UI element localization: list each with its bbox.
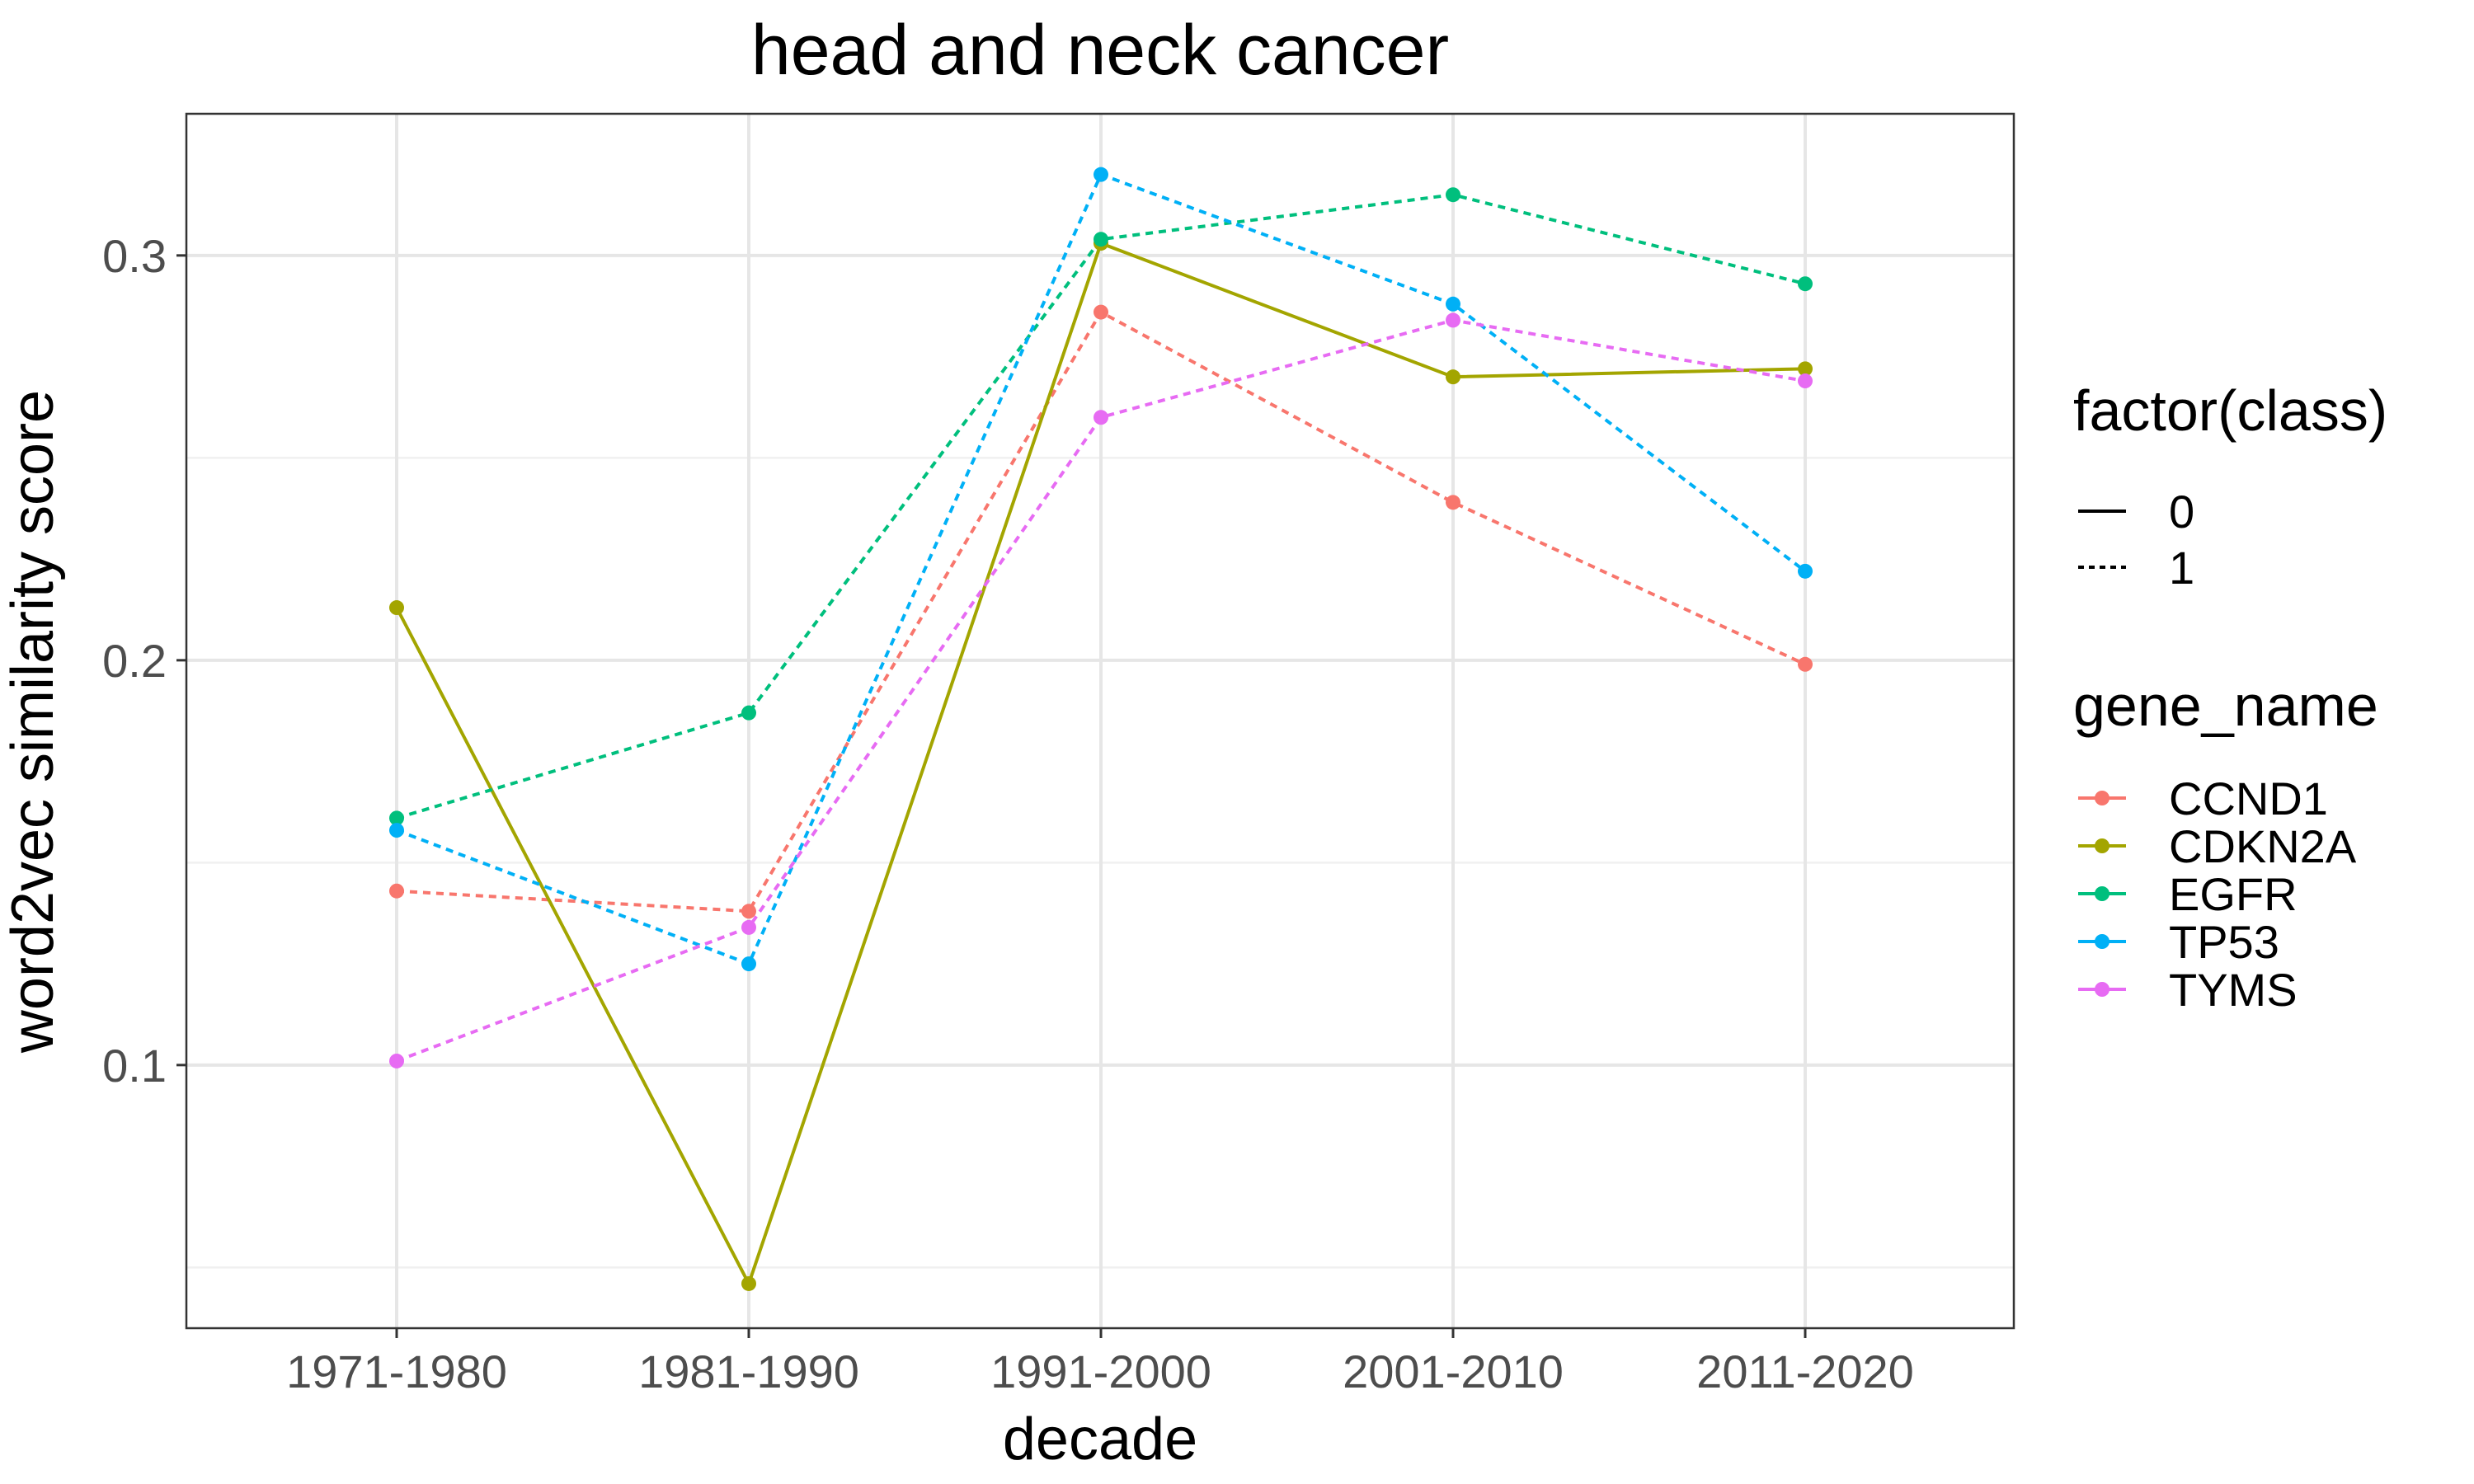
x-tick-label: 1971-1980	[286, 1345, 507, 1397]
color-legend-label: TP53	[2169, 916, 2279, 968]
series-points	[389, 167, 1813, 1291]
color-legend-dot	[2095, 886, 2109, 901]
x-axis: 1971-1980 1981-1990 1991-2000 2001-2010 2011…	[286, 1328, 1914, 1397]
data-point-egfr	[1094, 232, 1108, 247]
y-axis-title: word2vec similarity score	[0, 390, 66, 1054]
color-legend-dot	[2095, 982, 2109, 997]
color-legend-title: gene_name	[2073, 674, 2378, 738]
color-legend-label: CDKN2A	[2169, 820, 2357, 872]
data-point-ccnd1	[1094, 304, 1108, 320]
data-point-egfr	[1446, 187, 1460, 203]
x-tick-label: 2001-2010	[1343, 1345, 1564, 1397]
y-tick-label: 0.1	[102, 1040, 167, 1092]
x-tick-label: 1991-2000	[990, 1345, 1211, 1397]
linetype-legend-title: factor(class)	[2073, 378, 2387, 443]
data-point-egfr	[1798, 276, 1813, 292]
y-axis: 0.1 0.2 0.3	[102, 230, 186, 1092]
chart-title: head and neck cancer	[751, 11, 1449, 90]
x-tick-label: 2011-2020	[1696, 1345, 1914, 1397]
data-point-ccnd1	[1446, 495, 1460, 510]
data-point-cdkn2a	[741, 1275, 756, 1291]
color-legend-label: TYMS	[2169, 964, 2298, 1016]
linetype-legend-label: 1	[2169, 542, 2194, 594]
data-point-tyms	[1446, 312, 1460, 328]
data-point-egfr	[741, 705, 756, 721]
color-legend-label: EGFR	[2169, 868, 2298, 920]
data-point-tp53	[1094, 167, 1108, 182]
color-legend-dot	[2095, 838, 2109, 853]
data-point-cdkn2a	[1446, 369, 1460, 385]
color-legend-dot	[2095, 791, 2109, 805]
grid	[186, 114, 2014, 1328]
x-axis-title: decade	[1003, 1407, 1197, 1472]
data-point-egfr	[389, 810, 404, 826]
y-tick-label: 0.2	[102, 635, 167, 687]
data-point-ccnd1	[741, 904, 756, 919]
y-tick-label: 0.3	[102, 230, 167, 282]
legend: factor(class) 01 gene_name CCND1CDKN2AEG…	[2073, 378, 2387, 1016]
data-point-tyms	[1798, 373, 1813, 389]
data-point-tyms	[1094, 410, 1108, 425]
data-point-ccnd1	[389, 883, 404, 899]
data-point-cdkn2a	[1798, 361, 1813, 377]
data-point-tp53	[1446, 296, 1460, 312]
data-point-cdkn2a	[389, 600, 404, 616]
data-point-tyms	[741, 919, 756, 935]
data-point-tp53	[741, 956, 756, 972]
data-point-tyms	[389, 1053, 404, 1068]
data-point-tp53	[389, 823, 404, 838]
x-tick-label: 1981-1990	[638, 1345, 859, 1397]
linetype-legend: 01	[2078, 486, 2194, 594]
color-legend-label: CCND1	[2169, 773, 2328, 824]
linetype-legend-label: 0	[2169, 486, 2194, 538]
data-point-ccnd1	[1798, 656, 1813, 672]
data-point-tp53	[1798, 563, 1813, 579]
color-legend-dot	[2095, 934, 2109, 949]
